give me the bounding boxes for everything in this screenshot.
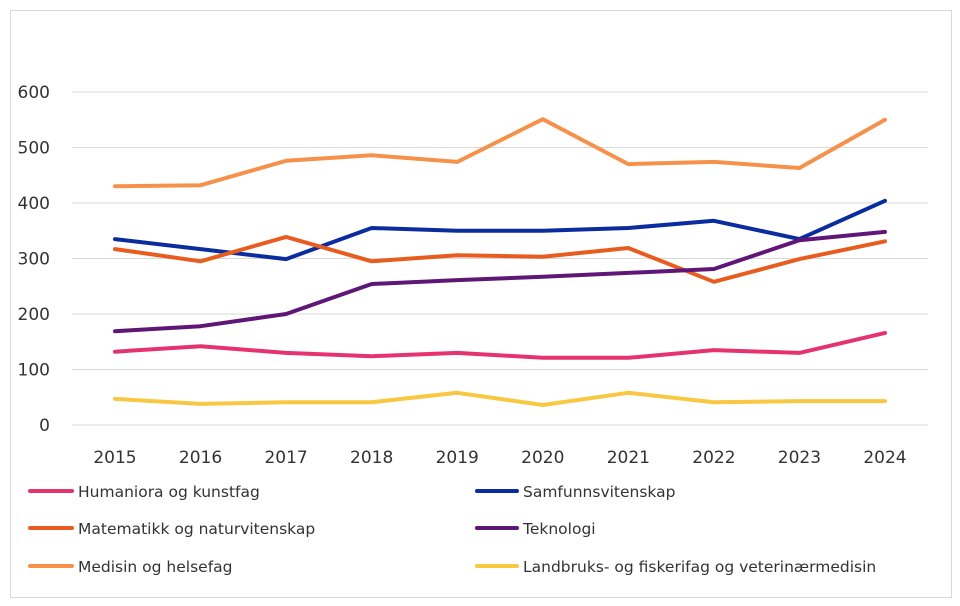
x-tick-label: 2020	[521, 448, 564, 468]
x-axis-ticks: 2015 2016 2017 2018 2019 2020 2021 2022 2023 2024	[93, 448, 906, 468]
legend-item: Teknologi	[475, 520, 596, 538]
series-line-1	[113, 198, 887, 262]
x-tick-label: 2016	[179, 448, 222, 468]
y-tick-label: 600	[18, 83, 50, 103]
y-tick-label: 300	[18, 250, 50, 270]
legend-item: Humaniora og kunstfag	[28, 483, 260, 501]
legend-label: Landbruks- og fiskerifag og veterinærmed…	[523, 558, 876, 576]
x-tick-label: 2018	[350, 448, 393, 468]
series-line-3	[113, 229, 887, 334]
legend-item: Landbruks- og fiskerifag og veterinærmed…	[475, 558, 876, 576]
y-tick-label: 0	[39, 416, 50, 436]
x-tick-label: 2023	[778, 448, 821, 468]
series-line-4	[113, 117, 887, 189]
series-line-5	[113, 390, 887, 407]
legend-label: Matematikk og naturvitenskap	[78, 520, 315, 538]
x-tick-label: 2015	[93, 448, 136, 468]
legend-item: Matematikk og naturvitenskap	[28, 520, 315, 538]
y-tick-label: 200	[18, 305, 50, 325]
x-tick-label: 2017	[264, 448, 307, 468]
x-tick-label: 2024	[863, 448, 906, 468]
y-tick-label: 400	[18, 194, 50, 214]
legend-item: Samfunnsvitenskap	[475, 483, 675, 501]
x-tick-label: 2019	[436, 448, 479, 468]
legend-label: Samfunnsvitenskap	[523, 483, 675, 501]
legend-item: Medisin og helsefag	[28, 558, 233, 576]
x-tick-label: 2022	[692, 448, 735, 468]
y-tick-label: 100	[18, 361, 50, 381]
series-lines	[113, 117, 887, 407]
series-line-0	[113, 330, 887, 360]
series-line-2	[113, 234, 887, 284]
x-tick-label: 2021	[607, 448, 650, 468]
legend: Humaniora og kunstfag Samfunnsvitenskap Ma…	[28, 483, 876, 576]
chart-frame	[10, 10, 952, 598]
y-tick-label: 500	[18, 139, 50, 159]
legend-label: Humaniora og kunstfag	[78, 483, 260, 501]
legend-label: Teknologi	[522, 520, 596, 538]
y-axis-ticks: 0 100 200 300 400 500 600	[18, 83, 50, 436]
legend-label: Medisin og helsefag	[78, 558, 233, 576]
